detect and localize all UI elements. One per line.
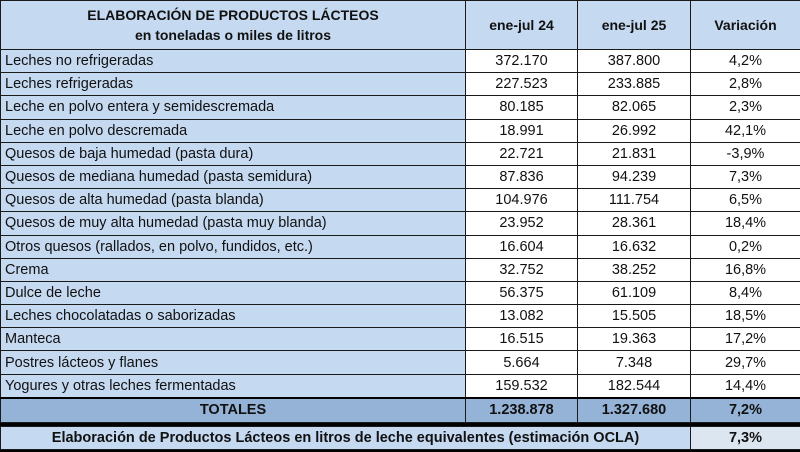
table-row: Quesos de muy alta humedad (pasta muy bl… xyxy=(0,211,800,236)
value-2024: 80.185 xyxy=(465,95,578,120)
table-row: Leches chocolatadas o saborizadas 13.082 1… xyxy=(0,304,800,329)
row-label: Yogures y otras leches fermentadas xyxy=(0,373,466,399)
row-label: Leches no refrigeradas xyxy=(0,48,466,74)
row-label: Leche en polvo entera y semidescremada xyxy=(0,95,466,120)
row-label: Dulce de leche xyxy=(0,280,466,306)
totals-variation: 7,2% xyxy=(690,396,800,423)
variation: 4,2% xyxy=(690,48,800,74)
value-2024: 104.976 xyxy=(465,188,578,213)
row-label: Leches chocolatadas o saborizadas xyxy=(0,304,466,329)
value-2025: 19.363 xyxy=(577,327,691,352)
value-2025: 111.754 xyxy=(577,188,691,213)
row-label: Manteca xyxy=(0,327,466,352)
table-row: Leches refrigeradas 227.523 233.885 2,8% xyxy=(0,72,800,97)
variation: -3,9% xyxy=(690,141,800,166)
value-2024: 22.721 xyxy=(465,141,578,166)
variation: 0,2% xyxy=(690,234,800,259)
table-row: Leche en polvo descremada 18.991 26.992 42,… xyxy=(0,118,800,143)
variation: 8,4% xyxy=(690,280,800,306)
value-2025: 233.885 xyxy=(577,72,691,97)
variation: 18,4% xyxy=(690,211,800,236)
table-row: Leches no refrigeradas 372.170 387.800 4,2% xyxy=(0,48,800,74)
row-label: Crema xyxy=(0,257,466,282)
table-row: Postres lácteos y flanes 5.664 7.348 29,7% xyxy=(0,350,800,375)
row-label: Quesos de muy alta humedad (pasta muy bl… xyxy=(0,211,466,236)
dairy-table: ELABORACIÓN DE PRODUCTOS LÁCTEOS en tonel… xyxy=(0,0,800,423)
row-label: Postres lácteos y flanes xyxy=(0,350,466,375)
table-row: Yogures y otras leches fermentadas 159.53… xyxy=(0,373,800,399)
value-2024: 159.532 xyxy=(465,373,578,399)
value-2025: 16.632 xyxy=(577,234,691,259)
value-2024: 13.082 xyxy=(465,304,578,329)
table-row: Otros quesos (rallados, en polvo, fundid… xyxy=(0,234,800,259)
value-2024: 23.952 xyxy=(465,211,578,236)
col-header-2025: ene-jul 25 xyxy=(577,0,691,50)
variation: 16,8% xyxy=(690,257,800,282)
variation: 6,5% xyxy=(690,188,800,213)
table-row: Dulce de leche 56.375 61.109 8,4% xyxy=(0,280,800,306)
row-label: Leche en polvo descremada xyxy=(0,118,466,143)
variation: 42,1% xyxy=(690,118,800,143)
totals-row: TOTALES 1.238.878 1.327.680 7,2% xyxy=(0,396,800,423)
table-row: Quesos de alta humedad (pasta blanda) 104… xyxy=(0,188,800,213)
value-2024: 227.523 xyxy=(465,72,578,97)
value-2024: 56.375 xyxy=(465,280,578,306)
row-label: Quesos de alta humedad (pasta blanda) xyxy=(0,188,466,213)
variation: 14,4% xyxy=(690,373,800,399)
table-row: Quesos de mediana humedad (pasta semidur… xyxy=(0,164,800,190)
title-text: ELABORACIÓN DE PRODUCTOS LÁCTEOS xyxy=(87,7,379,23)
value-2025: 28.361 xyxy=(577,211,691,236)
value-2025: 94.239 xyxy=(577,164,691,190)
footer-label: Elaboración de Productos Lácteos en litr… xyxy=(0,425,691,450)
variation: 2,3% xyxy=(690,95,800,120)
value-2025: 26.992 xyxy=(577,118,691,143)
table-title: ELABORACIÓN DE PRODUCTOS LÁCTEOS en tonel… xyxy=(0,0,466,50)
footer-row: Elaboración de Productos Lácteos en litr… xyxy=(0,425,800,450)
totals-2025: 1.327.680 xyxy=(577,396,691,423)
value-2025: 15.505 xyxy=(577,304,691,329)
variation: 17,2% xyxy=(690,327,800,352)
totals-2024: 1.238.878 xyxy=(465,396,578,423)
col-header-variation: Variación xyxy=(690,0,800,50)
col-header-2024: ene-jul 24 xyxy=(465,0,578,50)
value-2024: 372.170 xyxy=(465,48,578,74)
value-2024: 16.604 xyxy=(465,234,578,259)
variation: 2,8% xyxy=(690,72,800,97)
row-label: Quesos de baja humedad (pasta dura) xyxy=(0,141,466,166)
value-2025: 61.109 xyxy=(577,280,691,306)
value-2025: 182.544 xyxy=(577,373,691,399)
variation: 7,3% xyxy=(690,164,800,190)
value-2024: 32.752 xyxy=(465,257,578,282)
subtitle-text: en toneladas o miles de litros xyxy=(134,27,332,43)
value-2025: 38.252 xyxy=(577,257,691,282)
value-2025: 387.800 xyxy=(577,48,691,74)
value-2024: 5.664 xyxy=(465,350,578,375)
value-2025: 82.065 xyxy=(577,95,691,120)
totals-label: TOTALES xyxy=(0,396,466,423)
row-label: Quesos de mediana humedad (pasta semidur… xyxy=(0,164,466,190)
value-2025: 7.348 xyxy=(577,350,691,375)
table-row: Crema 32.752 38.252 16,8% xyxy=(0,257,800,282)
footer-variation: 7,3% xyxy=(690,425,800,450)
table-row: Quesos de baja humedad (pasta dura) 22.72… xyxy=(0,141,800,166)
value-2024: 16.515 xyxy=(465,327,578,352)
variation: 29,7% xyxy=(690,350,800,375)
table-row: Manteca 16.515 19.363 17,2% xyxy=(0,327,800,352)
variation: 18,5% xyxy=(690,304,800,329)
row-label: Leches refrigeradas xyxy=(0,72,466,97)
value-2024: 18.991 xyxy=(465,118,578,143)
value-2024: 87.836 xyxy=(465,164,578,190)
row-label: Otros quesos (rallados, en polvo, fundid… xyxy=(0,234,466,259)
table-row: Leche en polvo entera y semidescremada 80… xyxy=(0,95,800,120)
value-2025: 21.831 xyxy=(577,141,691,166)
header-row: ELABORACIÓN DE PRODUCTOS LÁCTEOS en tonel… xyxy=(0,0,800,50)
footer-table: Elaboración de Productos Lácteos en litr… xyxy=(0,425,800,450)
